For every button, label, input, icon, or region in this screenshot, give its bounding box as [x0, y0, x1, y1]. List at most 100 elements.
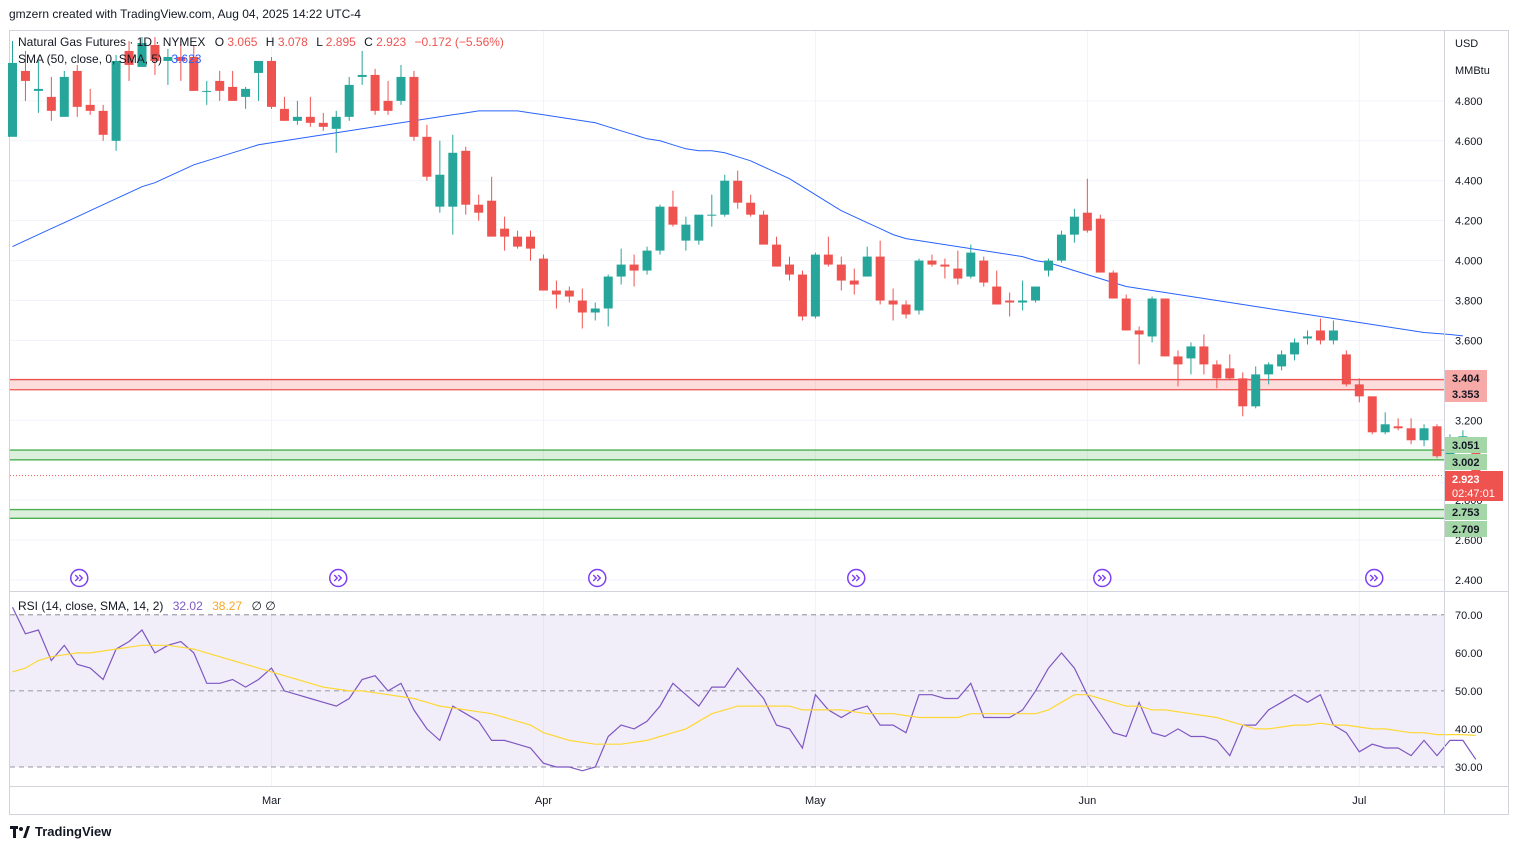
candle[interactable] [1173, 350, 1183, 387]
candle[interactable] [396, 64, 406, 105]
candle[interactable] [1458, 430, 1468, 439]
candle[interactable] [318, 112, 328, 131]
candle[interactable] [1277, 350, 1287, 371]
candle[interactable] [46, 76, 56, 121]
sma-legend-label[interactable]: SMA (50, close, 0, SMA, 5) [18, 52, 162, 66]
candle[interactable] [370, 68, 380, 115]
candle[interactable] [1160, 298, 1170, 357]
candle[interactable] [85, 88, 95, 115]
candle[interactable] [292, 100, 302, 125]
candle[interactable] [823, 236, 833, 267]
candle[interactable] [98, 104, 108, 141]
currency-label[interactable]: USD [1455, 38, 1478, 50]
rsi-legend-label[interactable]: RSI (14, close, SMA, 14, 2) [18, 599, 163, 613]
candle[interactable] [1147, 296, 1157, 343]
candle[interactable] [1095, 214, 1105, 273]
candle[interactable] [577, 288, 587, 329]
candle[interactable] [979, 256, 989, 287]
candle[interactable] [279, 96, 289, 121]
candle[interactable] [8, 40, 17, 137]
candle[interactable] [720, 174, 730, 217]
candle[interactable] [603, 274, 613, 327]
candle[interactable] [1108, 270, 1118, 299]
candle[interactable] [20, 50, 30, 101]
rsi-legend[interactable]: RSI (14, close, SMA, 14, 2) 32.02 38.27 … [18, 599, 276, 613]
candle[interactable] [1186, 342, 1196, 375]
candle[interactable] [137, 36, 147, 67]
candle[interactable] [1199, 334, 1209, 375]
candle[interactable] [642, 246, 652, 275]
candle[interactable] [487, 176, 497, 237]
support-zone[interactable] [10, 450, 1444, 460]
main-legend[interactable]: Natural Gas Futures · 1D · NYMEX O 3.065… [18, 35, 504, 66]
candle[interactable] [241, 86, 251, 109]
legend-symbol[interactable]: Natural Gas Futures · 1D · NYMEX [18, 35, 205, 49]
candle[interactable] [668, 190, 678, 227]
candle[interactable] [176, 40, 186, 81]
unit-label[interactable]: MMBtu [1455, 65, 1490, 77]
candle[interactable] [707, 194, 717, 227]
candle[interactable] [1315, 318, 1325, 345]
candle[interactable] [551, 280, 561, 309]
candle[interactable] [228, 70, 238, 101]
candle[interactable] [616, 248, 626, 285]
candle[interactable] [1380, 412, 1390, 435]
candle[interactable] [901, 300, 911, 319]
candle[interactable] [344, 76, 354, 121]
candle[interactable] [526, 230, 535, 261]
candle[interactable] [435, 140, 445, 213]
candle[interactable] [862, 246, 872, 277]
candle[interactable] [1056, 230, 1066, 263]
candle[interactable] [448, 134, 458, 235]
candle[interactable] [331, 110, 341, 153]
time-axis[interactable]: MarAprMayJunJulAug [262, 795, 1519, 807]
candle[interactable] [1134, 326, 1144, 365]
candle[interactable] [538, 254, 548, 291]
candle[interactable] [1082, 178, 1092, 233]
candle[interactable] [1069, 208, 1079, 243]
candle[interactable] [772, 236, 782, 267]
candle[interactable] [59, 70, 69, 117]
candle[interactable] [655, 204, 665, 255]
candle[interactable] [215, 70, 225, 101]
candle[interactable] [254, 60, 264, 101]
footer-brand[interactable]: TradingView [10, 824, 111, 839]
candle[interactable] [953, 250, 963, 285]
candle[interactable] [785, 256, 794, 281]
candle[interactable] [992, 270, 1002, 305]
candle[interactable] [33, 60, 43, 113]
rsi-line[interactable] [11, 606, 1477, 772]
events-layer[interactable] [70, 568, 1384, 588]
candle[interactable] [1303, 330, 1312, 345]
candle[interactable] [966, 244, 976, 279]
candle[interactable] [733, 170, 743, 209]
candle[interactable] [564, 286, 574, 303]
candle[interactable] [797, 270, 807, 321]
candle[interactable] [940, 258, 950, 279]
candle[interactable] [383, 80, 393, 115]
candle[interactable] [849, 268, 859, 295]
candle[interactable] [1225, 354, 1235, 381]
candle[interactable] [1432, 424, 1442, 459]
candle[interactable] [1005, 292, 1015, 317]
candle[interactable] [681, 216, 691, 251]
event-marker-icon[interactable] [588, 568, 607, 588]
candle[interactable] [759, 210, 769, 245]
candle[interactable] [1354, 378, 1364, 403]
candle[interactable] [1419, 424, 1429, 447]
candle[interactable] [409, 70, 419, 141]
candle[interactable] [150, 36, 160, 75]
candle[interactable] [474, 194, 484, 221]
candle[interactable] [1031, 286, 1041, 303]
candle[interactable] [746, 194, 756, 217]
candle[interactable] [267, 56, 276, 109]
candle[interactable] [590, 302, 600, 321]
candle[interactable] [1264, 362, 1274, 385]
candle[interactable] [694, 214, 704, 245]
candle[interactable] [1044, 258, 1053, 277]
candle[interactable] [1121, 294, 1131, 331]
candle[interactable] [1406, 418, 1416, 445]
candle[interactable] [1238, 372, 1248, 417]
resistance-zone[interactable] [10, 379, 1444, 390]
event-marker-icon[interactable] [847, 568, 866, 588]
